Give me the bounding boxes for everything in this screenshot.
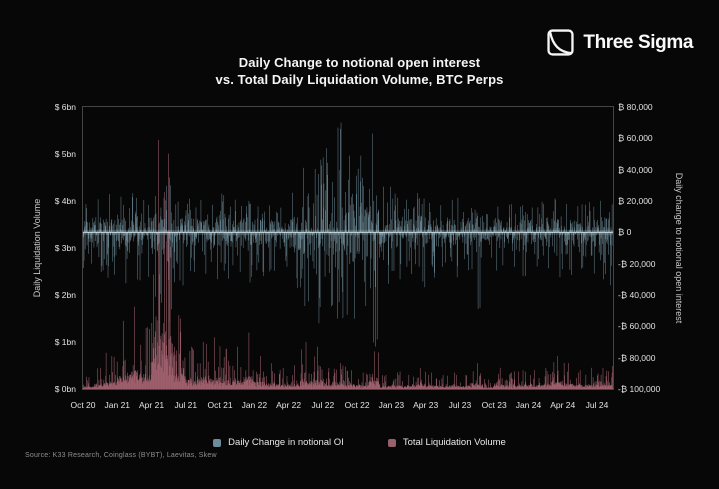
legend-label: Total Liquidation Volume	[402, 437, 506, 448]
x-axis-tick: Apr 21	[139, 400, 165, 410]
right-axis-tick: -₿ 20,000	[618, 258, 656, 269]
chart-canvas	[83, 107, 613, 389]
left-axis-tick: $ 0bn	[54, 384, 76, 394]
right-axis-tick: ₿ 0	[618, 227, 632, 238]
left-axis-tick: $ 3bn	[54, 243, 76, 253]
legend-label: Daily Change in notional OI	[228, 437, 344, 448]
x-axis-tick: Apr 24	[550, 400, 576, 410]
brand-name: Three Sigma	[583, 31, 693, 53]
right-axis-tick: -₿ 100,000	[618, 384, 661, 394]
right-axis-tick: -₿ 80,000	[618, 352, 656, 363]
chart-legend: Daily Change in notional OI Total Liquida…	[0, 437, 719, 448]
right-axis-tick: -₿ 40,000	[618, 290, 656, 300]
legend-swatch	[387, 438, 396, 447]
three-sigma-icon	[547, 29, 574, 56]
x-axis-tick: Jul 21	[174, 400, 198, 410]
x-axis-tick: Jul 22	[311, 400, 335, 410]
x-axis-tick: Oct 20	[70, 400, 96, 410]
x-axis-tick: Oct 22	[344, 400, 370, 410]
legend-item-oi-change: Daily Change in notional OI	[213, 437, 344, 448]
left-axis-tick: $ 5bn	[54, 149, 76, 159]
right-axis-tick: -₿ 60,000	[618, 321, 656, 332]
right-axis-title: Daily change to notional open interest	[674, 172, 684, 324]
x-axis-tick: Apr 23	[413, 400, 439, 410]
x-axis-tick: Jan 24	[515, 400, 542, 410]
chart-title: Daily Change to notional open interest v…	[0, 55, 719, 88]
legend-swatch	[213, 438, 222, 447]
chart-title-line-1: Daily Change to notional open interest	[238, 55, 481, 70]
left-axis-tick: $ 6bn	[54, 102, 76, 112]
x-axis-tick: Apr 22	[276, 400, 302, 410]
brand-logo: Three Sigma	[547, 29, 693, 56]
x-axis-tick: Jan 21	[104, 400, 131, 410]
plot-area-border	[82, 106, 614, 390]
x-axis-tick: Jul 23	[448, 400, 472, 410]
left-axis-tick: $ 4bn	[54, 196, 76, 206]
right-axis-tick: ₿ 60,000	[618, 133, 653, 144]
x-axis-tick: Jul 24	[585, 400, 609, 410]
chart-title-line-2: vs. Total Daily Liquidation Volume, BTC …	[215, 71, 504, 87]
left-axis-tick: $ 1bn	[54, 337, 76, 347]
right-axis-tick: ₿ 20,000	[618, 196, 653, 206]
right-axis-tick: ₿ 40,000	[618, 164, 653, 175]
x-axis-tick: Jan 23	[378, 400, 405, 410]
source-note: Source: K33 Research, Coinglass (BYBT), …	[25, 452, 217, 459]
x-axis-tick: Oct 21	[207, 400, 233, 410]
legend-item-liquidation-volume: Total Liquidation Volume	[387, 437, 506, 448]
x-axis-tick: Jan 22	[241, 400, 268, 410]
right-axis-tick: ₿ 80,000	[618, 102, 653, 112]
left-axis-tick: $ 2bn	[54, 290, 76, 300]
x-axis-tick: Oct 23	[481, 400, 507, 410]
